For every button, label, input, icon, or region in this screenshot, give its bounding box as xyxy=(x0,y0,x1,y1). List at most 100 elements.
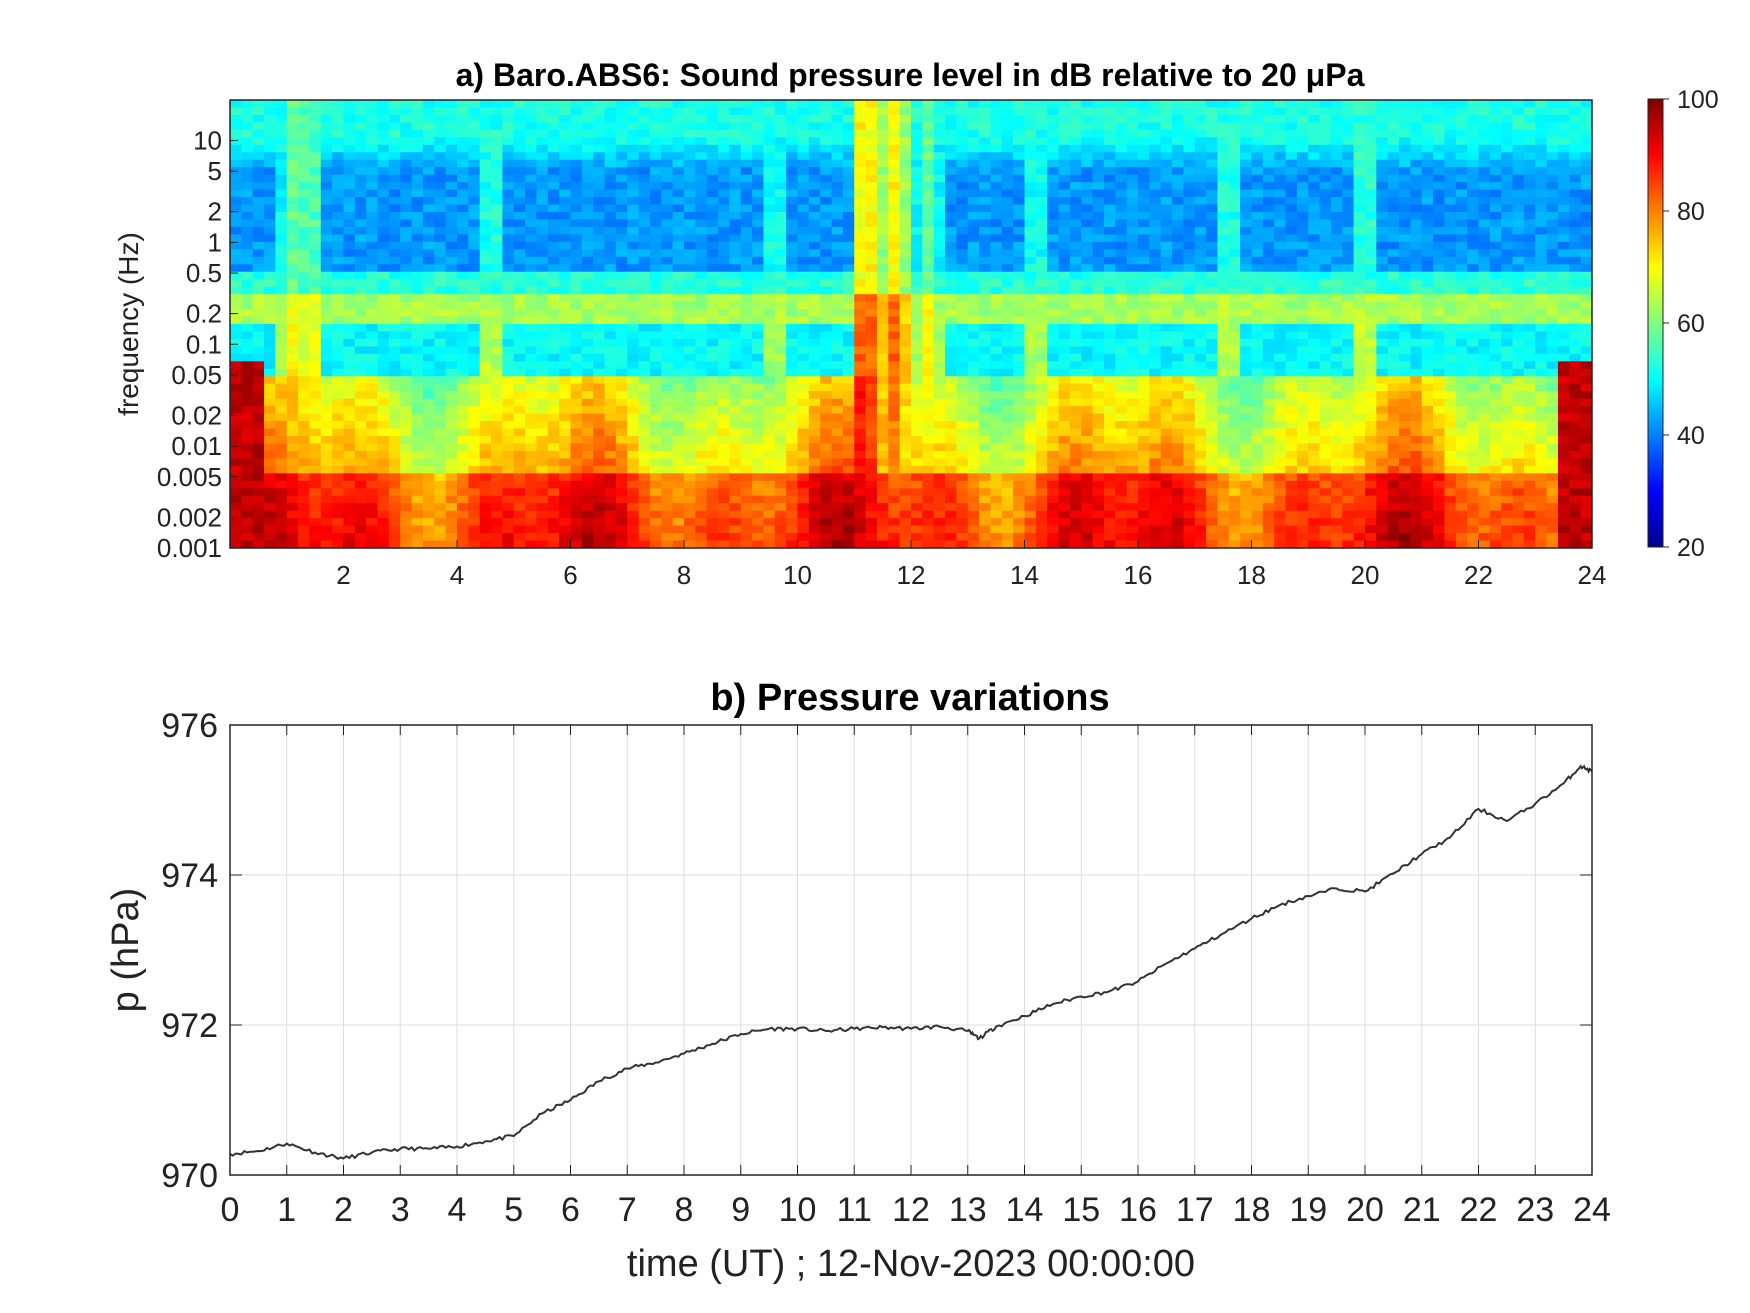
spectrogram-cell xyxy=(820,294,833,303)
spectrogram-cell xyxy=(638,301,651,310)
spectrogram-cell xyxy=(956,122,969,131)
spectrogram-cell xyxy=(581,458,594,467)
spectrogram-cell xyxy=(377,174,390,183)
spectrogram-cell xyxy=(1024,286,1037,295)
spectrogram-cell xyxy=(320,398,333,407)
spectrogram-cell xyxy=(1160,406,1173,415)
spectrogram-cell xyxy=(286,107,299,116)
spectrogram-cell xyxy=(581,450,594,459)
spectrogram-cell xyxy=(388,525,401,534)
spectrogram-cell xyxy=(899,189,912,198)
spectrogram-cell xyxy=(945,346,957,355)
spectrogram-cell xyxy=(718,212,730,221)
spectrogram-cell xyxy=(684,167,696,176)
spectrogram-cell xyxy=(286,204,299,213)
spectrogram-cell xyxy=(888,316,901,325)
spectrogram-cell xyxy=(1160,398,1173,407)
spectrogram-cell xyxy=(264,182,276,191)
spectrogram-cell xyxy=(570,391,583,400)
spectrogram-cell xyxy=(230,443,242,452)
spectrogram-cell xyxy=(763,368,776,377)
spectrogram-cell xyxy=(786,256,799,265)
spectrogram-cell xyxy=(706,197,719,206)
spectrogram-cell xyxy=(740,480,753,489)
spectrogram-cell xyxy=(1172,182,1184,191)
spectrogram-cell xyxy=(627,503,640,512)
spectrogram-cell xyxy=(230,189,242,198)
spectrogram-cell xyxy=(1126,331,1139,340)
spectrogram-cell xyxy=(854,286,867,295)
spectrogram-cell xyxy=(979,495,992,504)
spectrogram-cell xyxy=(1013,204,1026,213)
spectrogram-cell xyxy=(354,428,367,437)
spectrogram-cell xyxy=(502,309,515,318)
spectrogram-cell xyxy=(649,495,662,504)
spectrogram-cell xyxy=(661,100,674,109)
spectrogram-cell xyxy=(876,518,889,527)
spectrogram-cell xyxy=(377,204,390,213)
spectrogram-cell xyxy=(593,189,606,198)
spectrogram-cell xyxy=(956,271,969,280)
spectrogram-cell xyxy=(241,189,254,198)
spectrogram-cell xyxy=(615,189,628,198)
spectrogram-cell xyxy=(1126,503,1139,512)
spectrogram-cell xyxy=(241,301,254,310)
spectrogram-cell xyxy=(547,383,560,392)
spectrogram-cell xyxy=(411,182,424,191)
spectrogram-cell xyxy=(298,189,311,198)
spectrogram-cell xyxy=(672,480,685,489)
spectrogram-cell xyxy=(411,518,424,527)
spectrogram-cell xyxy=(922,219,935,228)
spectrogram-cell xyxy=(457,144,469,153)
spectrogram-cell xyxy=(695,413,708,422)
spectrogram-cell xyxy=(479,518,492,527)
spectrogram-cell xyxy=(445,264,458,273)
spectrogram-cell xyxy=(366,182,379,191)
spectrogram-cell xyxy=(627,264,640,273)
spectrogram-cell xyxy=(332,144,345,153)
spectrogram-cell xyxy=(264,122,276,131)
spectrogram-cell xyxy=(945,309,957,318)
spectrogram-cell xyxy=(706,533,719,542)
spectrogram-cell xyxy=(1047,495,1060,504)
spectrogram-cell xyxy=(1092,391,1105,400)
spectrogram-cell xyxy=(1126,137,1139,146)
spectrogram-cell xyxy=(888,338,901,347)
spectrogram-cell xyxy=(911,286,923,295)
spectrogram-cell xyxy=(899,518,912,527)
spectrogram-cell xyxy=(888,353,901,362)
spectrogram-cell xyxy=(979,421,992,430)
spectrogram-cell xyxy=(264,129,276,138)
spectrogram-cell xyxy=(422,428,435,437)
spectrogram-cell xyxy=(684,413,696,422)
spectrogram-cell xyxy=(1115,413,1128,422)
spectrogram-cell xyxy=(842,413,855,422)
spectrogram-cell xyxy=(740,510,753,519)
spectrogram-cell xyxy=(275,376,288,385)
spectrogram-cell xyxy=(570,114,583,123)
spectrogram-cell xyxy=(638,212,651,221)
spectrogram-cell xyxy=(831,107,844,116)
spectrogram-cell xyxy=(1035,167,1048,176)
spectrogram-cell xyxy=(252,324,265,333)
spectrogram-cell xyxy=(298,167,311,176)
spectrogram-cell xyxy=(513,518,526,527)
spectrogram-cell xyxy=(854,241,867,250)
spectrogram-cell xyxy=(661,167,674,176)
spectrogram-cell xyxy=(695,518,708,527)
spectrogram-cell xyxy=(604,540,617,548)
spectrogram-cell xyxy=(581,114,594,123)
spectrogram-cell xyxy=(411,338,424,347)
spectrogram-cell xyxy=(343,503,356,512)
spectrogram-cell xyxy=(286,480,299,489)
spectrogram-cell xyxy=(876,525,889,534)
spectrogram-cell xyxy=(479,114,492,123)
spectrogram-cell xyxy=(763,458,776,467)
spectrogram-cell xyxy=(842,137,855,146)
spectrogram-cell xyxy=(1001,376,1014,385)
spectrogram-cell xyxy=(1103,383,1116,392)
spectrogram-cell xyxy=(400,443,413,452)
spectrogram-cell xyxy=(638,100,651,109)
spectrogram-cell xyxy=(536,488,549,497)
spectrogram-cell xyxy=(842,480,855,489)
